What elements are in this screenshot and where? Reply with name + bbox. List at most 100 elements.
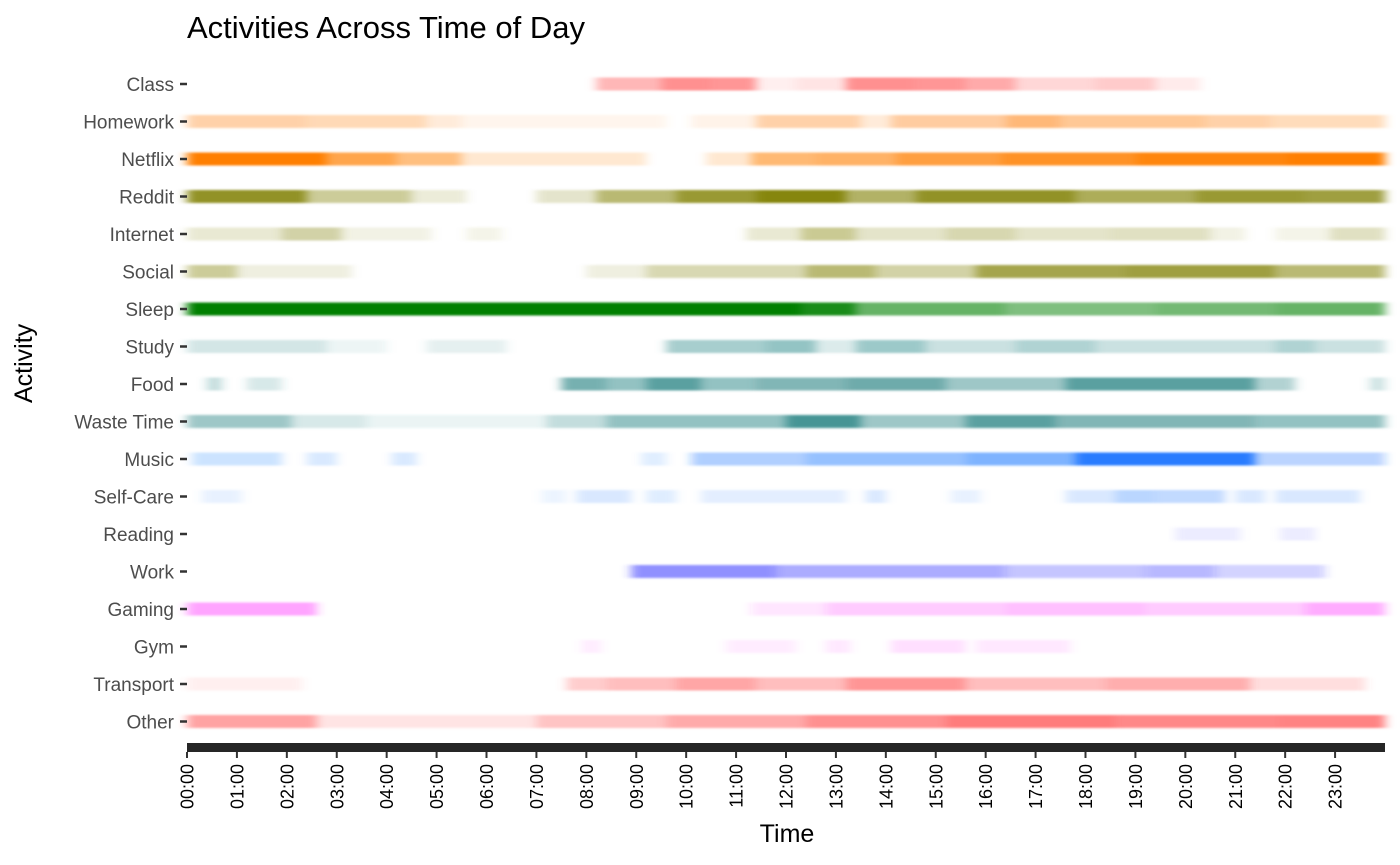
- band-segment: [1275, 715, 1385, 728]
- band-segment: [1370, 377, 1385, 391]
- band-segment: [536, 190, 597, 203]
- x-tick-label: 15:00: [926, 764, 946, 809]
- band-segment: [461, 115, 667, 128]
- band-segment: [1255, 452, 1385, 466]
- x-tick-label: 21:00: [1226, 764, 1246, 809]
- band-segment: [855, 340, 926, 353]
- x-axis-line: [187, 743, 1385, 752]
- band-segment: [756, 77, 796, 91]
- band-segment: [845, 377, 946, 391]
- band-segment: [945, 377, 1011, 391]
- band-segment: [187, 715, 317, 728]
- band-segment: [965, 77, 1016, 91]
- x-tick-label: 23:00: [1326, 764, 1346, 809]
- band-segment: [825, 602, 1006, 616]
- band-segment: [795, 77, 846, 91]
- y-tick-label: Food: [131, 375, 174, 396]
- band-segment: [641, 452, 667, 466]
- band-segment: [646, 265, 806, 278]
- band-segment: [706, 152, 752, 166]
- band-segment: [306, 452, 337, 466]
- band-segment: [1055, 415, 1256, 428]
- band-segment: [890, 115, 1006, 128]
- band-segment: [536, 715, 667, 728]
- band-segment: [1275, 340, 1316, 353]
- x-tick-label: 05:00: [427, 764, 447, 809]
- x-tick-label: 04:00: [377, 764, 397, 809]
- band-segment: [606, 677, 677, 691]
- band-segment: [676, 677, 757, 691]
- y-tick-label: Waste Time: [74, 413, 174, 434]
- band-segment: [246, 377, 282, 391]
- y-tick-label: Other: [126, 713, 174, 734]
- band-segment: [541, 490, 567, 503]
- band-segment: [1280, 527, 1316, 541]
- band-segment: [187, 677, 302, 691]
- x-tick-label: 20:00: [1176, 764, 1196, 809]
- band-segment: [201, 490, 242, 503]
- band-segment: [546, 415, 607, 428]
- band-segment: [766, 340, 816, 353]
- band-segment: [1075, 452, 1256, 466]
- band-segment: [661, 77, 712, 91]
- band-segment: [945, 227, 1016, 241]
- band-segment: [1275, 265, 1385, 278]
- band-segment: [726, 640, 796, 653]
- band-segment: [895, 152, 1001, 166]
- band-segment: [800, 227, 856, 241]
- band-segment: [1315, 340, 1385, 353]
- band-segment: [701, 377, 757, 391]
- band-segment: [1135, 152, 1286, 166]
- band-segment: [875, 265, 976, 278]
- band-segment: [1195, 190, 1306, 203]
- band-segment: [1000, 152, 1136, 166]
- band-segment: [281, 227, 342, 241]
- y-tick-label: Self-Care: [94, 488, 174, 509]
- y-tick-label: Netflix: [121, 150, 174, 171]
- band-segment: [631, 565, 777, 578]
- band-segment: [701, 490, 846, 503]
- band-segment: [786, 415, 861, 428]
- band-segment: [860, 415, 966, 428]
- band-segment: [815, 152, 896, 166]
- band-segment: [236, 265, 352, 278]
- band-netflix: [187, 152, 1385, 166]
- y-tick-label: Music: [124, 450, 174, 471]
- band-segment: [1005, 302, 1156, 316]
- band-segment: [606, 415, 786, 428]
- y-tick-label: Homework: [83, 113, 174, 134]
- band-segment: [306, 190, 412, 203]
- band-segment: [776, 565, 1006, 578]
- band-self-care: [201, 490, 1361, 503]
- y-tick-labels: Class Homework Netflix Reddit Internet Social…: [74, 75, 174, 734]
- band-segment: [1145, 602, 1306, 616]
- x-tick-label: 10:00: [677, 764, 697, 809]
- band-work: [631, 565, 1326, 578]
- band-segment: [756, 677, 846, 691]
- band-segment: [646, 377, 702, 391]
- band-study: [187, 340, 1385, 353]
- band-segment: [366, 415, 547, 428]
- y-tick-label: Reading: [103, 525, 174, 546]
- y-tick-label: Class: [126, 75, 174, 96]
- x-tick-label: 11:00: [727, 764, 747, 808]
- band-segment: [965, 452, 1076, 466]
- band-transport: [187, 677, 1366, 691]
- band-segment: [1210, 227, 1246, 241]
- band-segment: [805, 265, 876, 278]
- band-segment: [975, 265, 1126, 278]
- band-segment: [1110, 227, 1211, 241]
- band-segment: [187, 190, 307, 203]
- x-tick-label: 16:00: [976, 764, 996, 809]
- band-gaming: [187, 602, 1385, 616]
- band-segment: [800, 302, 856, 316]
- band-segment: [576, 490, 632, 503]
- band-food: [206, 377, 1385, 391]
- band-segment: [646, 490, 677, 503]
- band-segment: [206, 377, 222, 391]
- x-tick-label: 07:00: [527, 764, 547, 809]
- x-tick-label: 06:00: [477, 764, 497, 809]
- y-tick-marks: [180, 82, 187, 723]
- band-segment: [566, 677, 607, 691]
